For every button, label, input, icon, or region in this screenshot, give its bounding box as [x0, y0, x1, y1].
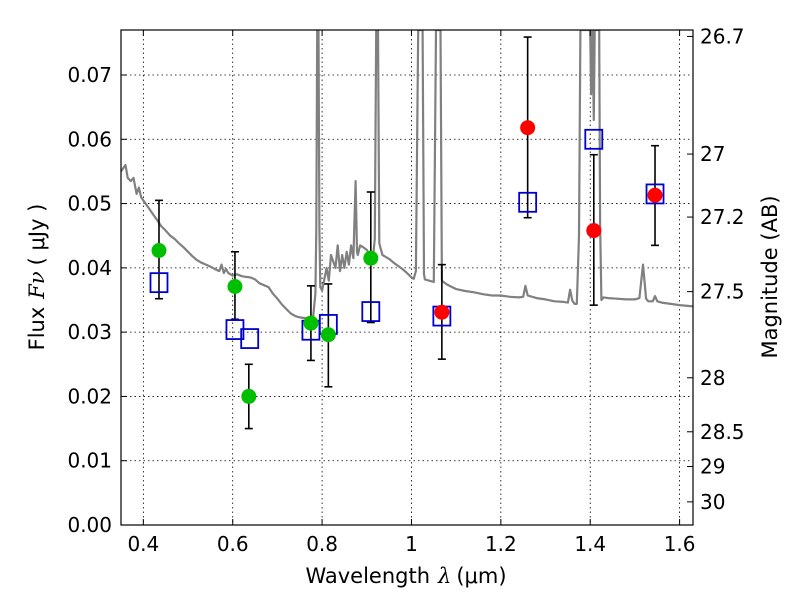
x-tick-label: 1: [405, 532, 418, 556]
y2-tick-label: 27: [700, 142, 725, 166]
y-tick-label: 0.00: [67, 513, 112, 537]
red-data-point: [520, 120, 536, 136]
y2-tick-label: 27.5: [700, 280, 745, 304]
x-tick-label: 1.4: [574, 532, 606, 556]
model-photometry-square: [149, 272, 169, 294]
model-photometry-square: [584, 128, 604, 150]
green-data-point: [363, 250, 379, 266]
red-data-point: [586, 223, 602, 239]
green-data-point: [303, 315, 319, 331]
plot-frame: [120, 29, 694, 526]
model-photometry-square: [645, 183, 665, 205]
x-tick-label: 1.2: [485, 532, 517, 556]
model-photometry-square: [361, 301, 381, 322]
model-photometry-square: [518, 191, 538, 213]
x-axis-title: Wavelength λ (μm): [305, 564, 506, 588]
plot-area: [121, 30, 693, 430]
y2-tick-label: 30: [700, 490, 725, 514]
y-tick-label: 0.01: [67, 449, 112, 473]
y2-tick-label: 28.5: [700, 420, 745, 444]
green-data-point: [241, 388, 257, 404]
x-tick-label: 0.4: [127, 532, 159, 556]
y-axis-title: FluxFν( μJy ): [25, 204, 49, 351]
y-tick-label: 0.02: [67, 384, 112, 408]
y-tick-label: 0.05: [67, 192, 112, 216]
x-tick-label: 1.6: [664, 532, 696, 556]
y2-tick-label: 29: [700, 455, 725, 479]
y-tick-label: 0.06: [67, 127, 112, 151]
y-tick-label: 0.04: [67, 256, 112, 280]
x-tick-label: 0.6: [217, 532, 249, 556]
green-data-point: [227, 279, 243, 294]
y2-tick-label: 26.7: [700, 24, 745, 48]
y2-tick-label: 28: [700, 366, 725, 390]
model-photometry-square: [240, 328, 260, 349]
red-data-point: [647, 187, 663, 203]
y2-tick-label: 27.2: [700, 205, 745, 229]
red-data-point: [434, 304, 450, 320]
y-tick-label: 0.03: [67, 320, 112, 344]
green-data-point: [151, 243, 167, 258]
x-tick-label: 0.8: [306, 532, 338, 556]
axis-ticks: 0.4 0.6 0.8 1 1.2 1.4 1.6 0.00 0.01 0.02 0.03 0.04 0…: [67, 24, 744, 556]
y2-axis-title: Magnitude (AB): [758, 195, 782, 358]
green-data-point: [320, 327, 336, 343]
spectrum-line: [121, 30, 693, 320]
grid: [121, 30, 693, 526]
y-tick-label: 0.07: [67, 63, 112, 87]
